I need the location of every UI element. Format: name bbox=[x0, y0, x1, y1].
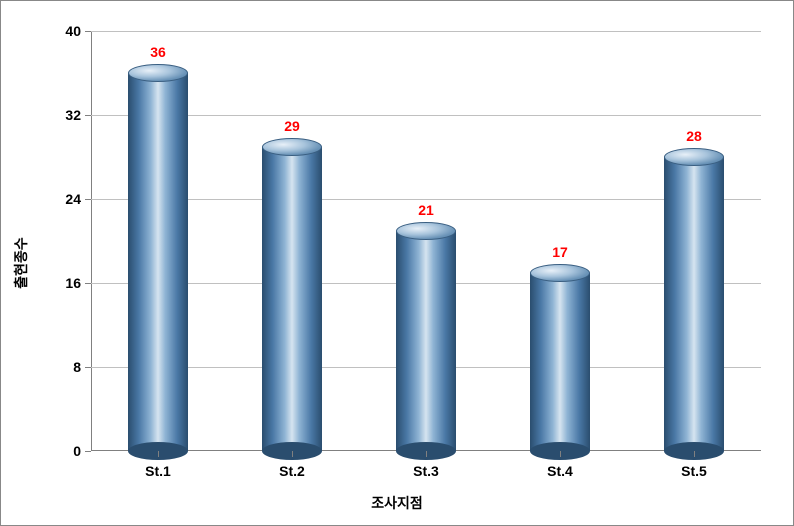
bar-cylinder bbox=[530, 273, 590, 452]
x-tick-label: St.2 bbox=[279, 463, 305, 479]
bar-body bbox=[530, 273, 590, 452]
grid-line bbox=[91, 115, 761, 116]
y-tick-label: 0 bbox=[73, 443, 81, 459]
x-tick-mark bbox=[694, 451, 695, 457]
bar-top-ellipse bbox=[396, 222, 456, 240]
x-tick-label: St.5 bbox=[681, 463, 707, 479]
y-axis-title: 출현종수 bbox=[11, 237, 31, 289]
bar-top-ellipse bbox=[664, 148, 724, 166]
bar-cylinder bbox=[262, 147, 322, 452]
x-tick-label: St.3 bbox=[413, 463, 439, 479]
bar-top-ellipse bbox=[128, 64, 188, 82]
bar-top-ellipse bbox=[530, 264, 590, 282]
x-tick-mark bbox=[292, 451, 293, 457]
bar-body bbox=[128, 73, 188, 451]
bar-body bbox=[262, 147, 322, 452]
y-tick-label: 8 bbox=[73, 359, 81, 375]
bar-body bbox=[396, 231, 456, 452]
data-label: 36 bbox=[150, 44, 166, 60]
y-tick-label: 32 bbox=[65, 107, 81, 123]
bar-top-ellipse bbox=[262, 138, 322, 156]
plot-area: 081624324036St.129St.221St.317St.428St.5 bbox=[91, 31, 761, 451]
data-label: 28 bbox=[686, 128, 702, 144]
chart-container: 081624324036St.129St.221St.317St.428St.5… bbox=[0, 0, 794, 526]
y-tick-mark bbox=[85, 367, 91, 368]
grid-line bbox=[91, 31, 761, 32]
x-tick-label: St.1 bbox=[145, 463, 171, 479]
x-tick-mark bbox=[426, 451, 427, 457]
bar-cylinder bbox=[128, 73, 188, 451]
grid-line bbox=[91, 199, 761, 200]
x-axis-title: 조사지점 bbox=[371, 493, 423, 513]
bar-cylinder bbox=[396, 231, 456, 452]
y-tick-mark bbox=[85, 451, 91, 452]
data-label: 21 bbox=[418, 202, 434, 218]
x-tick-label: St.4 bbox=[547, 463, 573, 479]
y-axis-line bbox=[91, 31, 92, 451]
y-tick-mark bbox=[85, 115, 91, 116]
y-tick-mark bbox=[85, 31, 91, 32]
y-tick-label: 16 bbox=[65, 275, 81, 291]
y-tick-label: 40 bbox=[65, 23, 81, 39]
x-tick-mark bbox=[560, 451, 561, 457]
bar-body bbox=[664, 157, 724, 451]
y-tick-label: 24 bbox=[65, 191, 81, 207]
bar-cylinder bbox=[664, 157, 724, 451]
data-label: 17 bbox=[552, 244, 568, 260]
y-tick-mark bbox=[85, 283, 91, 284]
y-tick-mark bbox=[85, 199, 91, 200]
data-label: 29 bbox=[284, 118, 300, 134]
x-tick-mark bbox=[158, 451, 159, 457]
